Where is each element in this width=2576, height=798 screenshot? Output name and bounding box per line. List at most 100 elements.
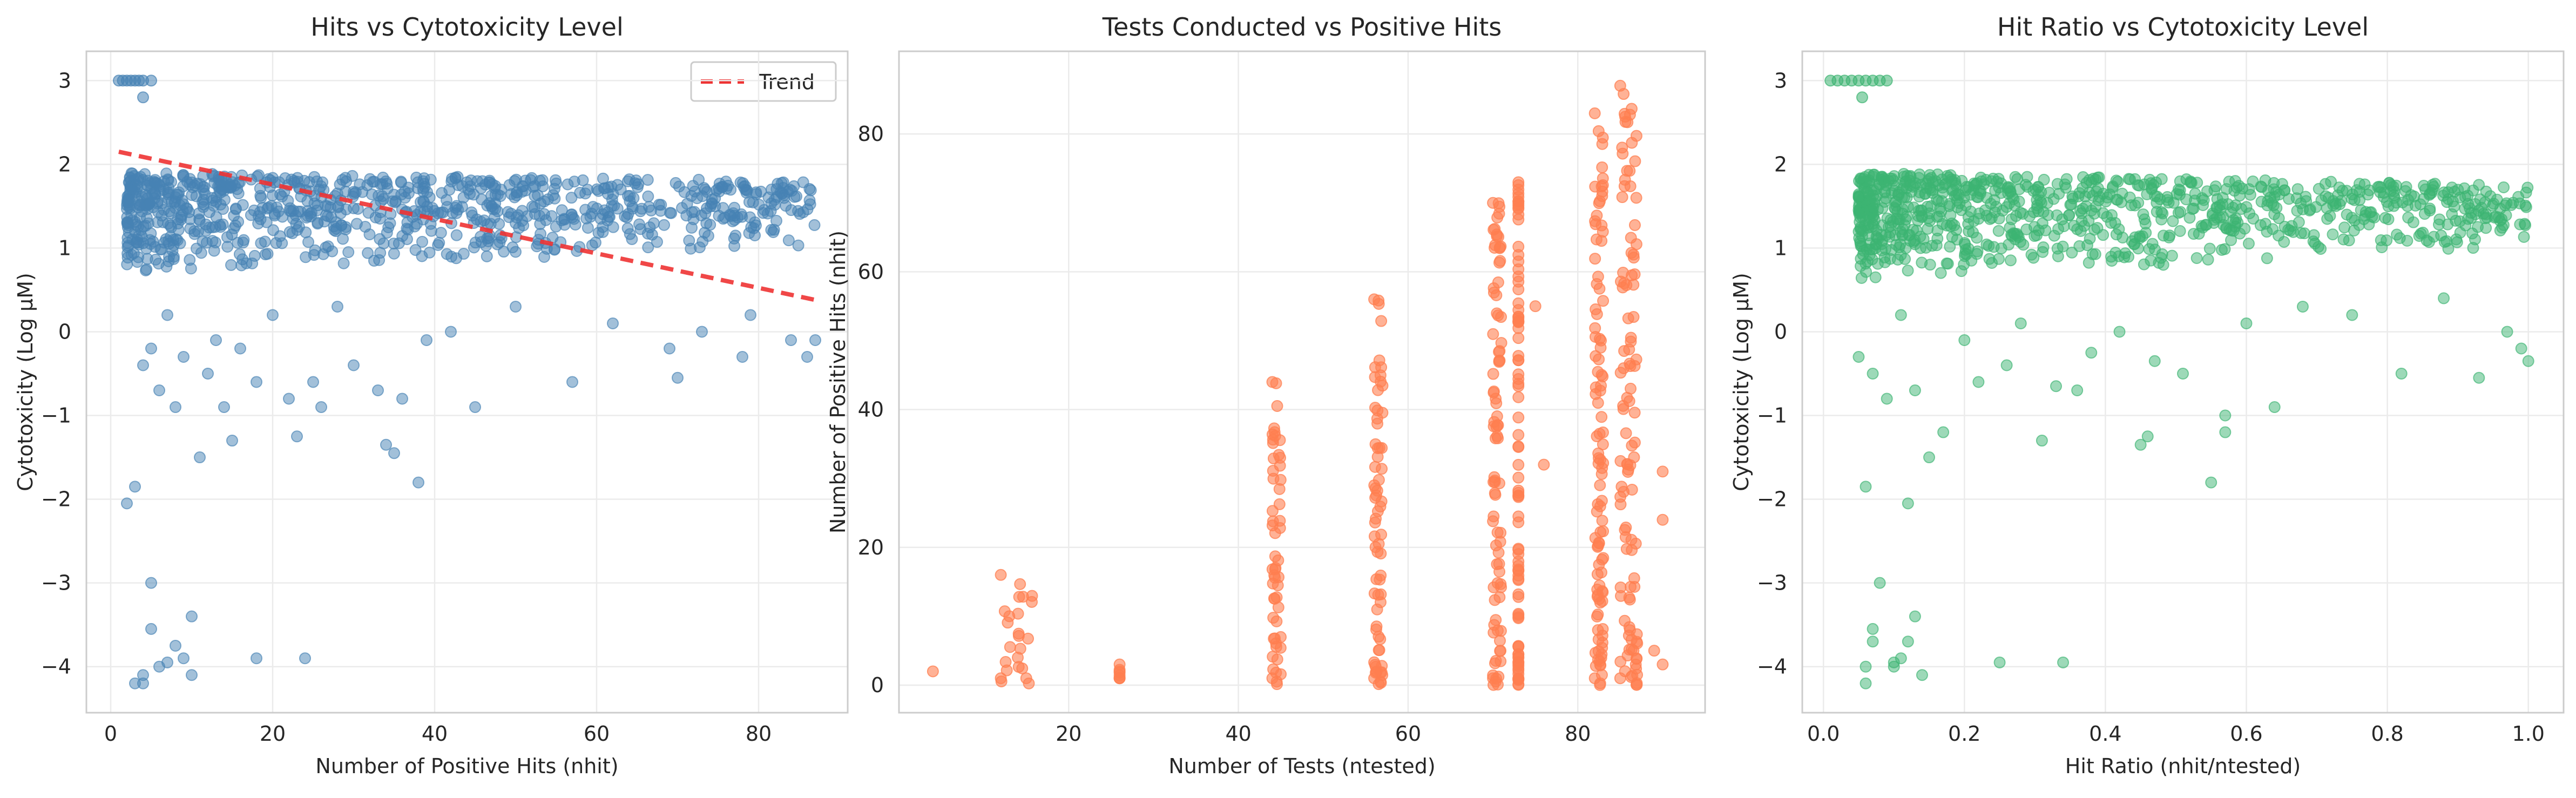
data-point — [1936, 218, 1949, 230]
x-tick-label: 0.2 — [1948, 722, 1980, 746]
data-point — [2522, 355, 2534, 367]
data-point — [1625, 232, 1637, 244]
data-point — [372, 384, 384, 397]
data-point — [619, 210, 631, 222]
data-point — [607, 221, 619, 233]
data-point — [1592, 608, 1604, 621]
data-point — [665, 207, 678, 219]
data-point — [177, 205, 189, 217]
data-point — [178, 652, 190, 665]
y-tick-label: 1 — [58, 236, 71, 260]
grid-lines — [899, 51, 1705, 713]
data-point — [745, 309, 756, 321]
data-point — [770, 214, 782, 227]
data-point — [1491, 526, 1504, 539]
data-point — [1624, 360, 1637, 373]
data-point — [598, 182, 610, 194]
data-point — [2278, 184, 2291, 197]
data-point — [147, 235, 159, 248]
y-tick-label: 0 — [1774, 320, 1787, 343]
data-point — [195, 247, 207, 259]
y-axis-label: Cytotoxicity (Log µM) — [13, 273, 37, 491]
data-point — [125, 248, 138, 261]
data-point — [1375, 315, 1388, 327]
data-point — [2296, 300, 2309, 313]
data-point — [1493, 354, 1506, 367]
data-point — [999, 655, 1012, 668]
data-point — [337, 257, 350, 269]
data-point — [803, 182, 816, 195]
data-point — [1895, 309, 1907, 321]
data-point — [1901, 191, 1913, 204]
data-point — [1943, 198, 1956, 210]
y-tick-label: 40 — [858, 398, 884, 422]
data-point — [202, 367, 214, 380]
data-point — [348, 359, 360, 371]
x-tick-label: 0.8 — [2371, 722, 2403, 746]
data-point — [1619, 614, 1631, 627]
data-point — [1867, 635, 1879, 648]
data-point — [150, 253, 162, 266]
data-point — [229, 203, 242, 215]
data-point — [121, 258, 133, 270]
data-point — [2149, 190, 2161, 202]
data-point — [1591, 209, 1603, 222]
data-point — [1629, 155, 1641, 167]
data-point — [342, 246, 355, 258]
data-point — [1487, 328, 1499, 340]
data-point — [2501, 326, 2513, 338]
data-point — [121, 194, 134, 206]
data-point — [362, 247, 374, 259]
data-point — [1591, 430, 1603, 443]
data-point — [155, 209, 168, 222]
data-point — [1626, 439, 1638, 452]
data-point — [300, 211, 313, 224]
data-point — [2081, 239, 2093, 252]
data-point — [927, 665, 939, 678]
data-point — [1866, 253, 1878, 266]
data-point — [290, 218, 302, 230]
data-point — [670, 177, 682, 189]
data-point — [240, 257, 253, 269]
data-point — [2060, 173, 2073, 185]
data-point — [697, 235, 709, 248]
data-point — [2071, 384, 2084, 397]
data-point — [2343, 234, 2355, 247]
data-point — [417, 186, 430, 198]
data-point — [1374, 369, 1387, 382]
data-point — [2019, 179, 2032, 191]
data-point — [782, 234, 795, 247]
data-point — [1493, 591, 1506, 604]
data-point — [2058, 220, 2070, 232]
data-point — [1368, 587, 1381, 600]
data-point — [1512, 255, 1525, 268]
data-point — [1616, 191, 1628, 204]
data-point — [2113, 250, 2125, 262]
data-point — [217, 218, 229, 231]
data-point — [145, 623, 157, 635]
data-point — [2163, 229, 2176, 242]
data-point — [312, 218, 324, 230]
data-point — [226, 435, 238, 447]
data-point — [505, 207, 517, 220]
data-point — [1268, 422, 1280, 435]
data-point — [139, 264, 152, 276]
data-point — [734, 176, 747, 188]
data-point — [276, 237, 288, 249]
data-point — [1493, 565, 1506, 578]
data-point — [2219, 426, 2232, 438]
data-point — [792, 239, 804, 252]
data-point — [725, 210, 737, 222]
data-point — [1368, 672, 1381, 685]
data-point — [2414, 198, 2426, 211]
data-point — [1592, 539, 1604, 552]
data-point — [2492, 211, 2505, 224]
data-point — [1594, 195, 1606, 207]
data-point — [715, 181, 728, 193]
data-point — [1591, 505, 1603, 518]
data-point — [586, 239, 598, 252]
data-point — [1983, 253, 1996, 265]
data-point — [2155, 252, 2167, 264]
data-point — [750, 186, 762, 199]
data-point — [411, 218, 423, 230]
